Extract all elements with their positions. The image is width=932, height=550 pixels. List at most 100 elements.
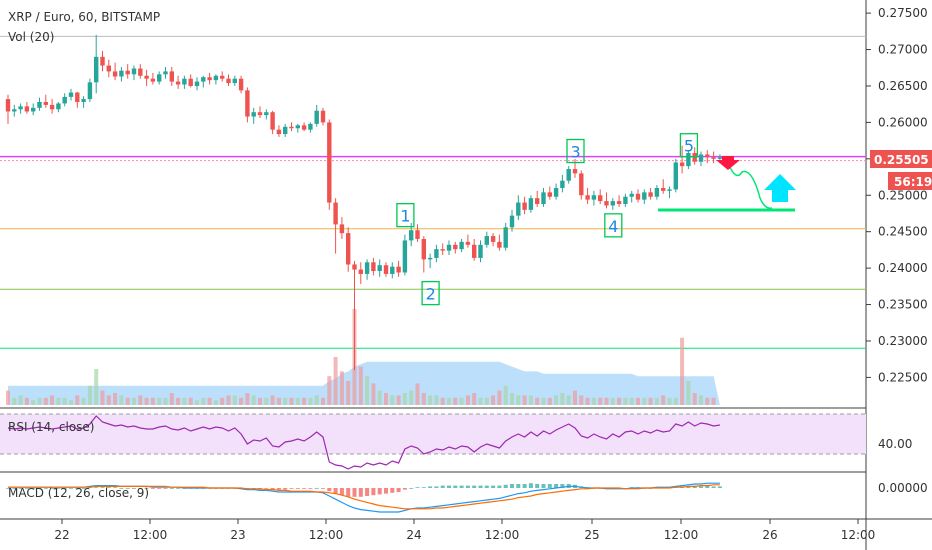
volume-bar (207, 397, 212, 405)
candle-body (301, 125, 307, 130)
time-tick-label: 12:00 (309, 528, 344, 542)
candle-body (12, 109, 17, 112)
macd-histogram-bar (428, 486, 433, 488)
macd-histogram-bar (270, 488, 275, 490)
volume-bar (270, 395, 275, 405)
candle-body (654, 187, 660, 197)
candle-body (484, 236, 489, 245)
macd-histogram-bar (6, 488, 10, 489)
macd-histogram-bar (453, 485, 458, 488)
volume-bar (598, 397, 603, 405)
macd-histogram-bar (43, 488, 48, 489)
macd-histogram-bar (144, 488, 149, 489)
volume-bar (560, 393, 565, 405)
macd-histogram-bar (560, 484, 565, 488)
macd-histogram-bar (81, 488, 86, 489)
volume-bar (440, 397, 445, 405)
macd-histogram-bar (447, 485, 451, 488)
volume-bar (648, 397, 653, 405)
volume-bar (327, 376, 332, 405)
current-price-tag (870, 150, 932, 168)
macd-histogram-bar (321, 488, 325, 489)
price-tick-label: 0.23000 (878, 334, 928, 348)
volume-bar (396, 395, 401, 405)
macd-histogram-bar (528, 483, 533, 488)
volume-bar (289, 397, 294, 405)
candle-body (396, 266, 401, 273)
volume-bar (522, 395, 527, 405)
volume-bar (56, 397, 61, 405)
signal-path (8, 484, 720, 510)
candle-body (535, 198, 540, 204)
candle-body (509, 215, 515, 228)
price-tick-label: 0.22500 (878, 370, 928, 384)
candle-body (610, 201, 615, 206)
volume-bar (62, 397, 67, 405)
candle-body (629, 193, 634, 197)
candle-body (112, 71, 118, 77)
macd-histogram-bar (699, 486, 703, 488)
candle-body (81, 99, 86, 102)
volume-bar (629, 397, 634, 405)
candle-body (642, 192, 647, 200)
volume-bar (276, 397, 281, 405)
volume-bar (465, 395, 470, 405)
candle-body (402, 240, 408, 273)
volume-bar (125, 397, 130, 405)
macd-histogram-bar (352, 488, 357, 497)
wave-label: 2 (426, 285, 436, 304)
candle-body (705, 154, 710, 158)
macd-histogram-bar (314, 488, 319, 489)
candle-body (87, 82, 93, 100)
candle-body (478, 244, 483, 258)
macd-histogram-bar (100, 487, 105, 488)
candle-body (333, 202, 338, 225)
volume-bar (516, 395, 521, 405)
volume-bar (302, 397, 307, 405)
candle-body (409, 230, 414, 241)
volume-bar (415, 383, 420, 405)
volume-bar (188, 397, 193, 405)
candle-body (667, 189, 672, 191)
rsi-path (7, 415, 720, 470)
candle-body (591, 195, 597, 200)
chart-title: XRP / Euro, 60, BITSTAMP (8, 10, 160, 24)
macd-histogram-bar (106, 487, 111, 488)
candle-body (131, 68, 137, 75)
candle-body (635, 193, 641, 200)
current-price: 0.25505 (874, 153, 929, 167)
volume-bar (617, 397, 622, 405)
candle-body (364, 262, 370, 274)
macd-histogram-bar (276, 488, 281, 490)
rsi-label: RSI (14, close) (8, 420, 94, 434)
candle-body (125, 70, 130, 75)
volume-bar (31, 400, 36, 405)
candle-body (188, 78, 193, 86)
candle-body (572, 169, 578, 174)
volume-bar (371, 383, 376, 405)
candle-body (327, 122, 332, 203)
macd-histogram-bar (535, 484, 540, 488)
candle-body (604, 201, 609, 206)
candle-body (37, 102, 42, 108)
macd-histogram-bar (169, 488, 174, 489)
volume-bar (295, 397, 300, 405)
volume-bar (106, 395, 111, 405)
volume-bar (579, 395, 584, 405)
macd-histogram-bar (459, 485, 464, 488)
volume-bar (585, 397, 590, 405)
candle-body (415, 230, 420, 239)
volume-bar (24, 397, 29, 405)
candle-body (320, 110, 326, 123)
volume-bar (421, 393, 426, 405)
macd-histogram-bar (264, 488, 269, 489)
price-tick-label: 0.25000 (878, 188, 928, 202)
candle-body (421, 238, 426, 260)
macd-histogram-bar (163, 488, 168, 489)
candle-body (75, 92, 80, 102)
volume-bar (428, 395, 433, 405)
candle-body (207, 77, 212, 81)
macd-histogram-bar (327, 488, 332, 492)
time-tick-label: 23 (230, 528, 245, 542)
